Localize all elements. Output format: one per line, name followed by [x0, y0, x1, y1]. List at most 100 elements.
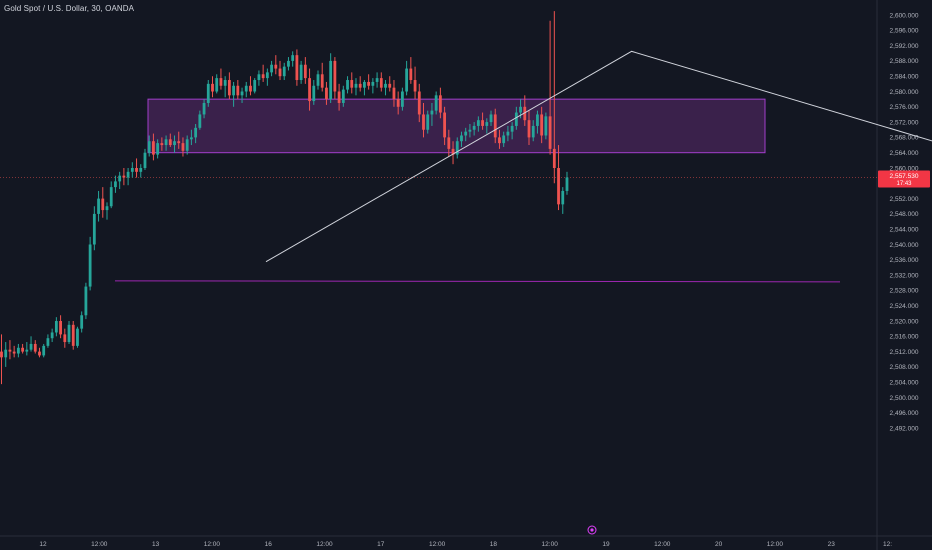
y-tick-label: 2,544.000	[890, 227, 919, 234]
candle-body	[274, 64, 278, 69]
candle-body	[54, 321, 58, 333]
candle-body	[42, 345, 46, 356]
x-tick-label: 17	[377, 541, 385, 548]
x-tick-label: 23	[828, 541, 836, 548]
candle-body	[392, 87, 396, 100]
candle-body	[4, 349, 8, 358]
candle-body	[33, 343, 37, 352]
candle-body	[21, 347, 24, 352]
y-tick-label: 2,584.000	[890, 74, 919, 81]
candle-body	[12, 351, 16, 354]
candle-body	[540, 114, 544, 136]
x-tick-label: 12:00	[429, 541, 446, 548]
candle-body	[105, 206, 109, 211]
candle-body	[244, 85, 248, 92]
candle-body	[510, 125, 514, 132]
candle-body	[514, 112, 518, 126]
candle-body	[282, 66, 286, 77]
candle-body	[97, 198, 100, 214]
candle-body	[379, 78, 383, 88]
candle-body	[236, 85, 240, 96]
candle-body	[438, 95, 442, 113]
candle-body	[92, 213, 96, 245]
candle-body	[401, 91, 404, 107]
y-tick-label: 2,580.000	[890, 89, 919, 96]
candle-body	[312, 85, 316, 102]
support-line[interactable]	[114, 280, 841, 283]
x-tick-label: 16	[265, 541, 273, 548]
candle-body	[206, 83, 210, 103]
candle-body	[363, 81, 366, 88]
candle-body	[519, 106, 522, 113]
y-tick-label: 2,528.000	[890, 288, 919, 295]
candle-body	[333, 60, 337, 92]
candle-body	[358, 83, 362, 88]
candle-body	[531, 125, 535, 138]
candle-body	[114, 181, 117, 188]
candle-body	[536, 114, 539, 126]
candle-body	[160, 143, 164, 146]
event-marker-dot	[590, 528, 594, 532]
x-tick-label: 12:00	[654, 541, 671, 548]
chart-title: Gold Spot / U.S. Dollar, 30, OANDA	[4, 4, 135, 13]
candle-body	[337, 91, 341, 103]
candle-body	[29, 343, 33, 350]
candle-body	[25, 349, 29, 352]
candle-body	[464, 131, 468, 136]
candle-body	[278, 68, 282, 77]
y-tick-label: 2,508.000	[890, 364, 919, 371]
candle-body	[329, 60, 333, 100]
x-tick-label: 12:00	[91, 541, 108, 548]
candle-body	[557, 168, 560, 205]
candle-body	[303, 64, 307, 79]
candle-body	[316, 74, 320, 86]
candle-body	[417, 91, 421, 115]
candle-body	[71, 324, 75, 346]
candle-body	[320, 74, 324, 88]
event-marker-icon[interactable]	[587, 525, 597, 535]
candle-body	[308, 78, 311, 102]
candle-body	[253, 80, 257, 92]
candle-body	[291, 55, 295, 61]
candle-body	[194, 127, 198, 138]
candle-body	[489, 114, 493, 123]
candle-body	[325, 87, 328, 100]
x-tick-label: 12	[39, 541, 47, 548]
y-tick-label: 2,564.000	[890, 150, 919, 157]
candle-body	[405, 68, 409, 92]
x-tick-label: 20	[715, 541, 723, 548]
candle-body	[80, 315, 84, 329]
x-tick-label: 18	[490, 541, 498, 548]
candle-body	[299, 64, 303, 81]
candle-body	[109, 187, 113, 207]
y-tick-label: 2,596.000	[890, 28, 919, 35]
y-tick-label: 2,576.000	[890, 104, 919, 111]
y-tick-label: 2,572.000	[890, 119, 919, 126]
candle-body	[544, 116, 548, 136]
candle-body	[88, 244, 92, 287]
candle-body	[215, 78, 219, 92]
candle-body	[59, 321, 62, 335]
candle-body	[447, 137, 451, 149]
candle-body	[472, 125, 476, 130]
candle-body	[396, 99, 400, 107]
candle-body	[506, 131, 510, 136]
candle-body	[295, 55, 299, 81]
candle-body	[223, 80, 227, 86]
pattern-zigzag-line[interactable]	[265, 30, 932, 263]
candle-body	[227, 80, 231, 96]
y-tick-label: 2,568.000	[890, 135, 919, 142]
candle-body	[257, 74, 261, 81]
y-tick-label: 2,504.000	[890, 380, 919, 387]
candle-body	[455, 141, 459, 155]
candle-body	[498, 137, 501, 144]
candle-body	[413, 80, 417, 92]
y-tick-label: 2,548.000	[890, 211, 919, 218]
candle-body	[565, 177, 569, 191]
x-tick-label: 12:	[883, 541, 892, 548]
candle-body	[164, 139, 168, 146]
candle-body	[202, 102, 206, 115]
candle-body	[139, 168, 143, 172]
y-tick-label: 2,592.000	[890, 43, 919, 50]
